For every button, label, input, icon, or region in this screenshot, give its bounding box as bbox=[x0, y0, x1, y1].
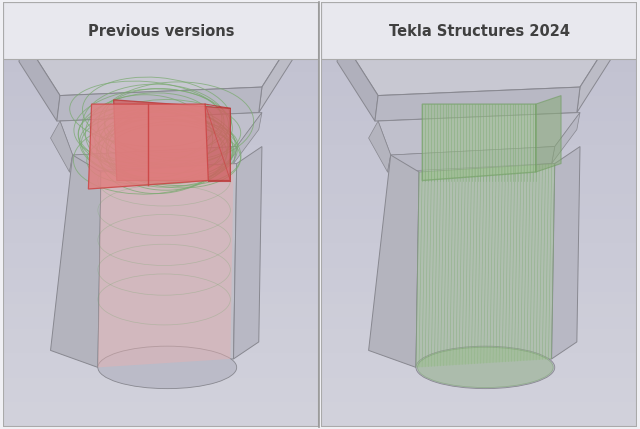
Polygon shape bbox=[51, 121, 72, 172]
Bar bbox=[321, 268, 637, 280]
Polygon shape bbox=[19, 36, 60, 121]
Polygon shape bbox=[259, 27, 300, 112]
Bar bbox=[3, 353, 319, 366]
Bar bbox=[321, 317, 637, 329]
Polygon shape bbox=[552, 147, 580, 359]
Bar bbox=[321, 390, 637, 402]
Bar bbox=[3, 109, 319, 121]
Bar bbox=[3, 145, 319, 157]
Bar bbox=[321, 84, 637, 96]
Bar bbox=[3, 390, 319, 402]
Bar bbox=[321, 366, 637, 378]
Bar bbox=[321, 133, 637, 145]
Polygon shape bbox=[98, 163, 234, 367]
Bar bbox=[321, 341, 637, 353]
Bar bbox=[3, 182, 319, 194]
Bar bbox=[3, 292, 319, 305]
Bar bbox=[321, 292, 637, 305]
Bar bbox=[321, 219, 637, 231]
Bar bbox=[321, 182, 637, 194]
Bar bbox=[3, 341, 319, 353]
Bar bbox=[3, 84, 319, 96]
Polygon shape bbox=[369, 155, 419, 367]
Polygon shape bbox=[552, 112, 580, 163]
Polygon shape bbox=[234, 147, 262, 359]
Bar bbox=[3, 60, 319, 72]
Polygon shape bbox=[98, 163, 237, 367]
Bar bbox=[321, 194, 637, 206]
Bar bbox=[321, 329, 637, 341]
Bar bbox=[3, 231, 319, 243]
Bar bbox=[321, 60, 637, 72]
Bar bbox=[3, 133, 319, 145]
Polygon shape bbox=[416, 163, 555, 367]
Bar bbox=[321, 96, 637, 109]
Polygon shape bbox=[375, 87, 580, 121]
Polygon shape bbox=[416, 163, 555, 367]
Polygon shape bbox=[388, 147, 555, 172]
Bar bbox=[321, 109, 637, 121]
Bar bbox=[321, 231, 637, 243]
Bar bbox=[3, 72, 319, 84]
Bar bbox=[3, 96, 319, 109]
Polygon shape bbox=[340, 27, 618, 96]
Bar bbox=[321, 378, 637, 390]
Bar bbox=[3, 317, 319, 329]
Polygon shape bbox=[234, 112, 262, 163]
Polygon shape bbox=[536, 96, 561, 172]
Bar bbox=[321, 402, 637, 414]
Polygon shape bbox=[51, 155, 101, 367]
Polygon shape bbox=[57, 87, 262, 121]
Polygon shape bbox=[60, 112, 262, 155]
Bar bbox=[3, 268, 319, 280]
Ellipse shape bbox=[98, 346, 237, 389]
Bar bbox=[3, 255, 319, 268]
Bar bbox=[321, 243, 637, 255]
Bar bbox=[321, 2, 637, 60]
Bar bbox=[3, 402, 319, 414]
Polygon shape bbox=[378, 112, 580, 155]
Polygon shape bbox=[22, 27, 300, 96]
Polygon shape bbox=[70, 147, 237, 172]
Bar bbox=[3, 219, 319, 231]
Bar bbox=[3, 243, 319, 255]
Text: Tekla Structures 2024: Tekla Structures 2024 bbox=[388, 24, 570, 39]
Bar bbox=[3, 157, 319, 170]
Polygon shape bbox=[88, 104, 208, 189]
Bar bbox=[3, 329, 319, 341]
Bar bbox=[321, 305, 637, 317]
Bar bbox=[3, 414, 319, 427]
Bar bbox=[3, 2, 319, 60]
Polygon shape bbox=[369, 121, 390, 172]
Bar bbox=[321, 145, 637, 157]
Polygon shape bbox=[337, 36, 378, 121]
Polygon shape bbox=[422, 104, 536, 181]
Bar bbox=[321, 255, 637, 268]
Bar bbox=[321, 206, 637, 219]
Text: Previous versions: Previous versions bbox=[88, 24, 234, 39]
Bar bbox=[3, 206, 319, 219]
Polygon shape bbox=[114, 100, 230, 181]
Bar bbox=[3, 280, 319, 292]
Bar bbox=[321, 353, 637, 366]
Ellipse shape bbox=[416, 346, 555, 389]
Bar bbox=[321, 414, 637, 427]
Bar bbox=[321, 121, 637, 133]
Bar bbox=[3, 194, 319, 206]
Bar bbox=[3, 170, 319, 182]
Bar bbox=[3, 378, 319, 390]
Bar bbox=[321, 72, 637, 84]
Bar bbox=[321, 157, 637, 170]
Polygon shape bbox=[577, 27, 618, 112]
Bar bbox=[321, 170, 637, 182]
Bar bbox=[3, 121, 319, 133]
Ellipse shape bbox=[417, 347, 553, 387]
Bar bbox=[3, 305, 319, 317]
Bar bbox=[3, 366, 319, 378]
Bar bbox=[321, 280, 637, 292]
